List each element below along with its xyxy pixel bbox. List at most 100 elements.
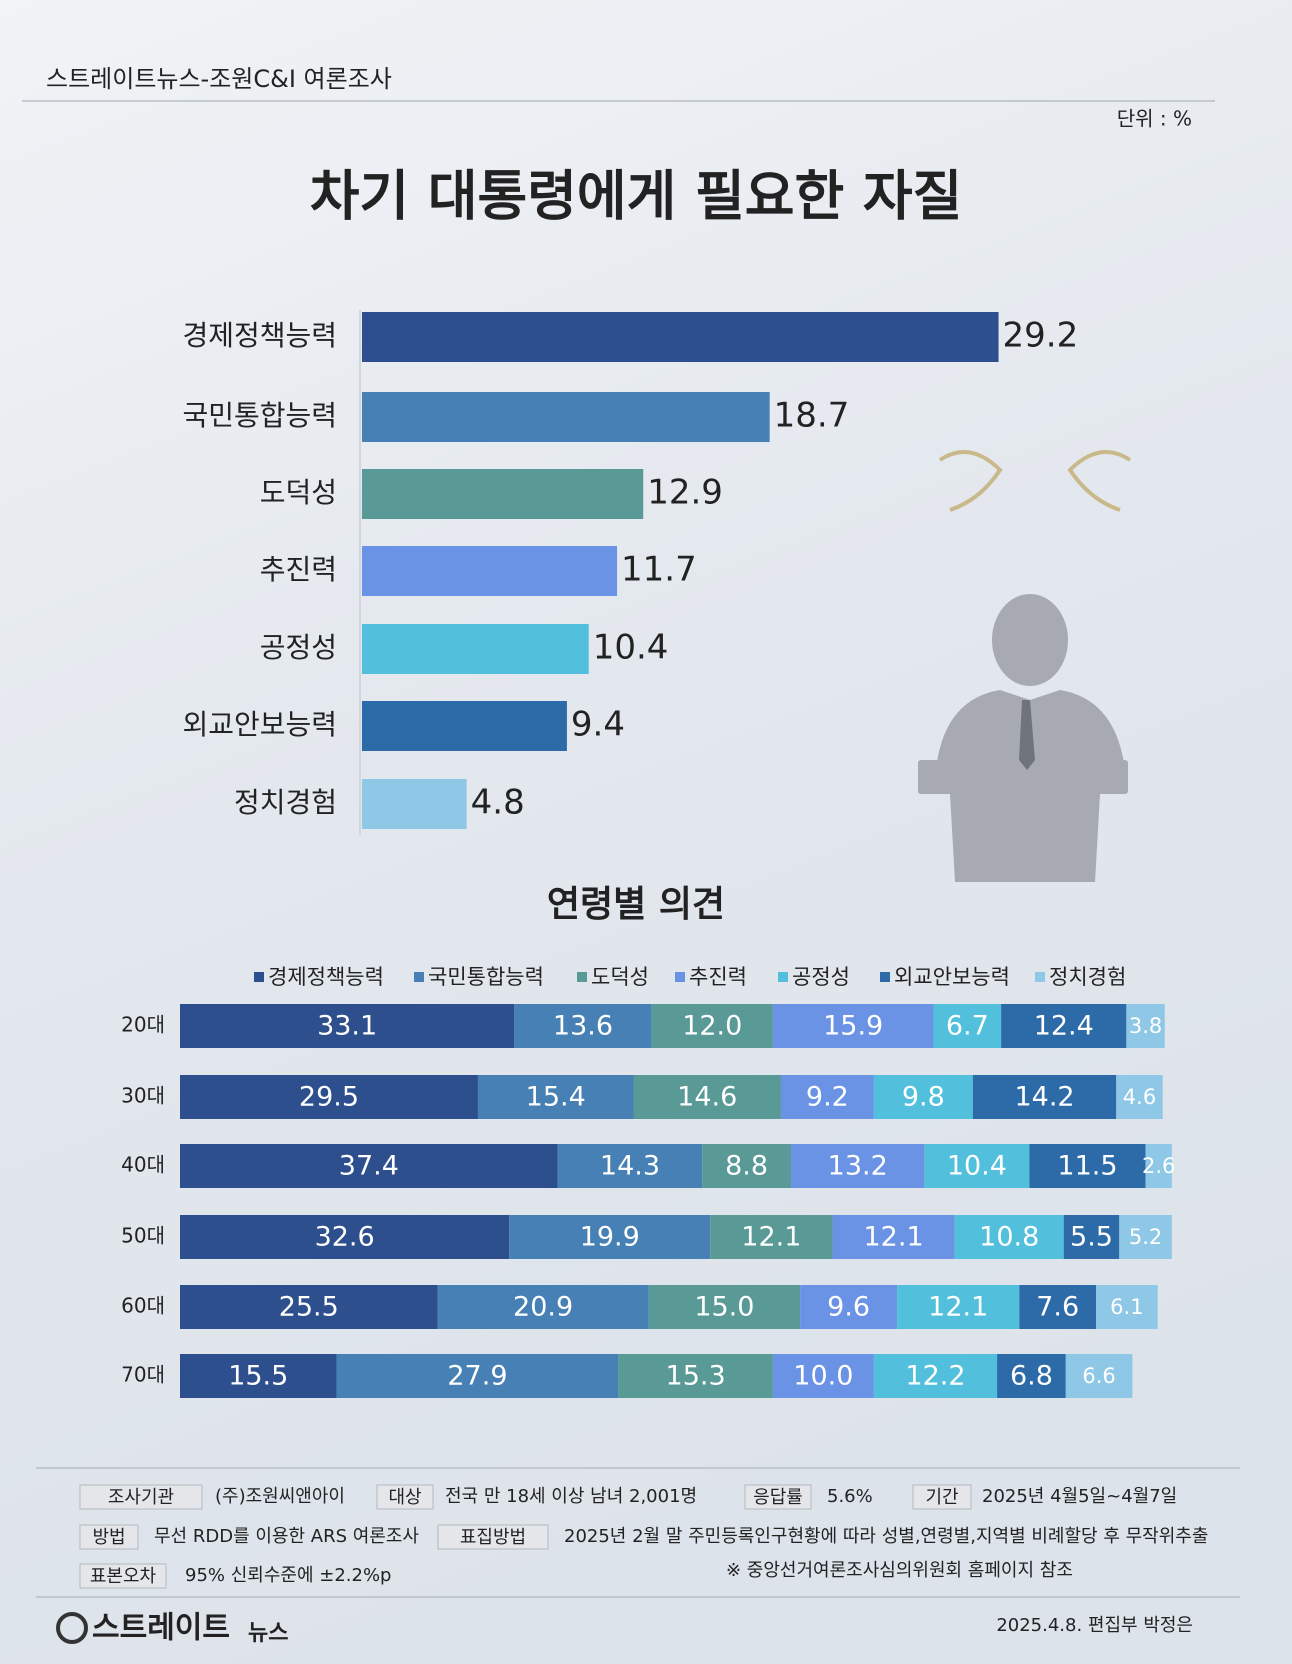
legend-label: 정치경험	[1049, 965, 1126, 989]
bar	[362, 546, 618, 596]
bar-segment	[180, 1354, 337, 1398]
legend-swatch	[577, 972, 587, 982]
value-label: 13.2	[828, 1151, 888, 1182]
bar-segment	[897, 1285, 1020, 1329]
bar-segment	[180, 1285, 438, 1329]
value-label: 11.7	[621, 550, 697, 590]
value-label: 10.0	[793, 1361, 853, 1392]
bar-segment	[180, 1144, 558, 1188]
bar-segment	[702, 1144, 792, 1188]
info-label: 대상	[388, 1487, 421, 1508]
info-value: 전국 만 18세 이상 남녀 2,001명	[445, 1486, 697, 1507]
source: 스트레이트뉴스-조원C&I 여론조사	[46, 65, 392, 93]
value-label: 29.2	[1003, 316, 1079, 356]
info-value: 5.6%	[827, 1486, 873, 1507]
value-label: 10.4	[947, 1151, 1007, 1182]
value-label: 12.1	[741, 1222, 801, 1253]
chart-title: 연령별 의견	[547, 884, 725, 925]
legend-swatch	[778, 972, 788, 982]
bar	[362, 392, 770, 442]
value-label: 15.5	[228, 1361, 288, 1392]
category-label: 정치경험	[234, 786, 337, 819]
bar-segment	[710, 1215, 833, 1259]
value-label: 15.3	[666, 1361, 726, 1392]
bar-segment	[1001, 1004, 1127, 1048]
info-label-box	[437, 1524, 549, 1550]
category-label: 경제정책능력	[182, 319, 337, 352]
ornament	[938, 450, 1132, 512]
info-value: (주)조원씨앤아이	[215, 1486, 345, 1507]
bar-segment	[1145, 1144, 1172, 1188]
bar-segment	[772, 1004, 934, 1048]
bar-segment	[933, 1004, 1002, 1048]
value-label: 9.2	[806, 1082, 849, 1113]
tie	[1019, 700, 1035, 770]
category-label: 추진력	[260, 553, 337, 586]
value-label: 11.5	[1057, 1151, 1117, 1182]
value-label: 12.1	[864, 1222, 924, 1253]
bar	[362, 779, 467, 829]
value-label: 10.8	[979, 1222, 1039, 1253]
value-label: 2.6	[1142, 1154, 1175, 1178]
bar-segment	[924, 1144, 1030, 1188]
bar-segment	[336, 1354, 619, 1398]
value-label: 25.5	[279, 1292, 339, 1323]
legend-label: 국민통합능력	[428, 965, 544, 989]
info-value: 95% 신뢰수준에 ±2.2%p	[185, 1565, 392, 1586]
bar-segment	[514, 1004, 652, 1048]
bar-segment	[1065, 1354, 1133, 1398]
value-label: 37.4	[339, 1151, 399, 1182]
value-label: 3.8	[1129, 1014, 1162, 1038]
brand-sub: 뉴스	[248, 1621, 288, 1646]
category-label: 60대	[121, 1294, 165, 1318]
value-label: 12.0	[682, 1011, 742, 1042]
legend-swatch	[254, 972, 264, 982]
value-label: 27.9	[447, 1361, 507, 1392]
bar-segment	[954, 1215, 1064, 1259]
value-label: 12.2	[905, 1361, 965, 1392]
bar-segment	[800, 1285, 898, 1329]
bar-segment	[509, 1215, 711, 1259]
bar-segment	[1029, 1144, 1146, 1188]
value-label: 14.6	[677, 1082, 737, 1113]
bar-segment	[437, 1285, 649, 1329]
unit: 단위 : %	[1117, 107, 1192, 131]
value-label: 4.6	[1123, 1085, 1156, 1109]
info-label-box	[912, 1484, 972, 1510]
bar-segment	[1019, 1285, 1097, 1329]
info-label: 조사기관	[108, 1487, 174, 1508]
value-label: 6.8	[1010, 1361, 1053, 1392]
value-label: 15.0	[694, 1292, 754, 1323]
legend-swatch	[1035, 972, 1045, 982]
value-label: 5.5	[1070, 1222, 1113, 1253]
value-label: 18.7	[774, 396, 850, 436]
info-label: 기간	[925, 1487, 958, 1508]
value-label: 9.6	[827, 1292, 870, 1323]
value-label: 12.9	[647, 473, 723, 513]
category-label: 20대	[121, 1013, 165, 1037]
info-label: 응답률	[753, 1487, 803, 1508]
value-label: 15.4	[526, 1082, 586, 1113]
legend-label: 추진력	[689, 965, 747, 989]
bar-segment	[791, 1144, 925, 1188]
bar	[362, 701, 567, 751]
value-label: 33.1	[317, 1011, 377, 1042]
bar	[362, 312, 999, 362]
value-label: 32.6	[315, 1222, 375, 1253]
category-label: 30대	[121, 1084, 165, 1108]
bar-segment	[873, 1354, 998, 1398]
bar-segment	[180, 1215, 510, 1259]
bar-segment	[972, 1075, 1117, 1119]
info-label: 표집방법	[460, 1527, 526, 1548]
value-label: 14.3	[600, 1151, 660, 1182]
note: ※ 중앙선거여론조사심의위원회 홈페이지 참조	[726, 1560, 1073, 1581]
info-value: 무선 RDD를 이용한 ARS 여론조사	[154, 1526, 419, 1547]
category-label: 70대	[121, 1363, 165, 1387]
value-label: 6.7	[946, 1011, 989, 1042]
bar-segment	[1119, 1215, 1172, 1259]
category-label: 공정성	[260, 631, 337, 664]
value-label: 7.6	[1036, 1292, 1079, 1323]
logo-icon	[56, 1612, 88, 1644]
value-label: 29.5	[299, 1082, 359, 1113]
